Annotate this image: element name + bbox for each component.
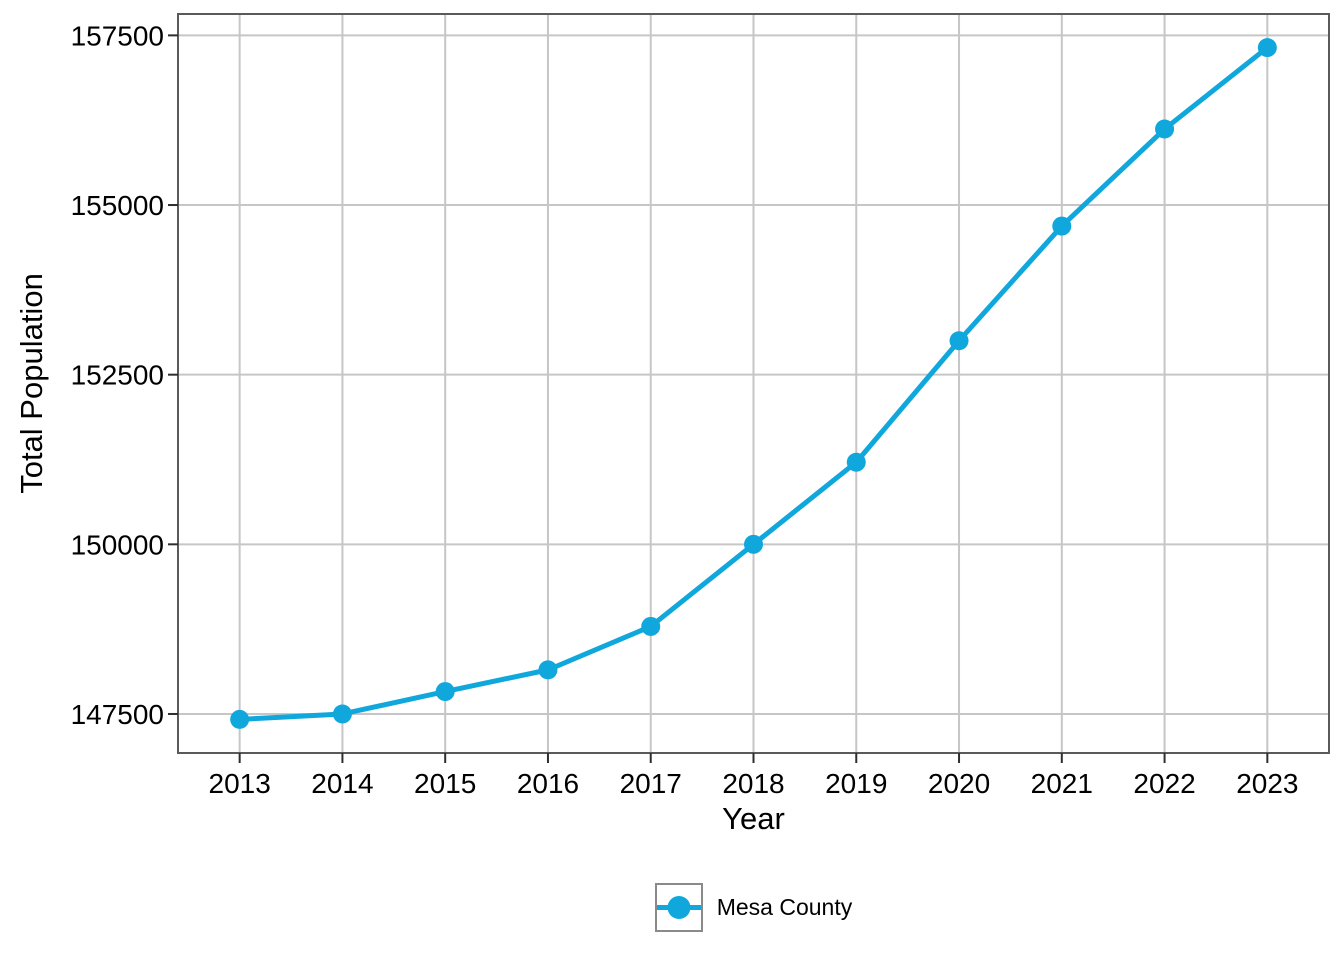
- x-axis-tick-labels: 2013 2014 2015 2016 2017 2018 2019 2020 2021 2022…: [209, 768, 1299, 799]
- gridlines: [178, 14, 1329, 753]
- x-tick-label: 2014: [311, 768, 373, 799]
- x-tick-label: 2018: [722, 768, 784, 799]
- data-point: [641, 616, 661, 636]
- x-tick-label: 2016: [517, 768, 579, 799]
- y-tick-label: 157500: [71, 20, 164, 51]
- legend-key-point: [667, 896, 691, 919]
- data-point: [435, 682, 455, 702]
- x-tick-label: 2022: [1133, 768, 1195, 799]
- data-point: [744, 534, 763, 554]
- x-tick-label: 2017: [620, 768, 682, 799]
- x-tick-label: 2015: [414, 768, 476, 799]
- data-point: [538, 660, 558, 680]
- x-axis-title: Year: [722, 801, 785, 836]
- y-tick-label: 147500: [71, 699, 164, 730]
- x-tick-label: 2023: [1236, 768, 1298, 799]
- x-tick-label: 2019: [825, 768, 887, 799]
- y-tick-label: 150000: [71, 529, 164, 560]
- legend-key: [654, 883, 703, 932]
- x-tick-label: 2013: [209, 768, 271, 799]
- data-point: [949, 331, 969, 351]
- y-axis-tick-labels: 147500 150000 152500 155000 157500: [71, 20, 164, 730]
- data-point: [230, 709, 250, 729]
- data-point: [846, 452, 866, 472]
- x-tick-label: 2021: [1031, 768, 1093, 799]
- x-tick-label: 2020: [928, 768, 990, 799]
- axis-ticks: [168, 34, 1269, 763]
- legend-label: Mesa County: [716, 894, 853, 920]
- y-tick-label: 155000: [71, 190, 164, 221]
- data-point: [1052, 216, 1072, 236]
- data-point: [332, 704, 352, 724]
- data-point: [1257, 38, 1277, 58]
- y-tick-label: 152500: [71, 360, 164, 391]
- data-series: [230, 38, 1277, 729]
- data-point: [1155, 119, 1175, 139]
- y-axis-title: Total Population: [14, 273, 49, 494]
- legend: Mesa County: [178, 883, 1329, 932]
